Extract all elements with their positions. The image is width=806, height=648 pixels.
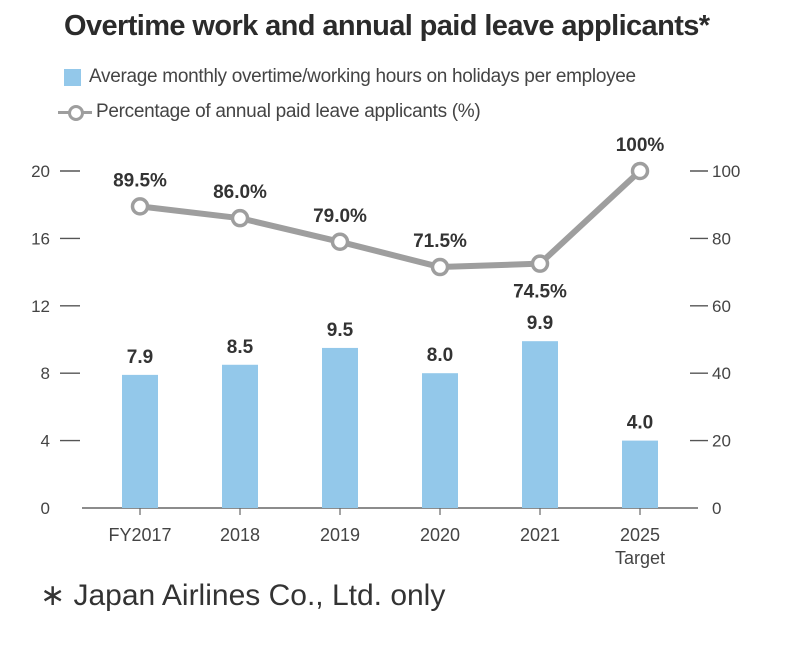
x-tick-label: 2021 (520, 525, 560, 545)
line-data-label: 86.0% (213, 182, 267, 203)
line-data-label: 74.5% (513, 282, 567, 303)
bar-swatch (64, 68, 81, 86)
x-tick-label: 2019 (320, 525, 360, 545)
y-right-tick-label: 40 (712, 364, 731, 383)
y-left-tick-label: 20 (31, 162, 50, 181)
x-tick-label: FY2017 (108, 525, 171, 545)
line-point (230, 208, 250, 228)
y-left-tick-label: 4 (41, 432, 50, 451)
legend-item-leave: Percentage of annual paid leave applican… (58, 99, 481, 125)
line-data-label: 89.5% (113, 170, 167, 191)
bar (522, 341, 558, 508)
legend-label-leave: Percentage of annual paid leave applican… (96, 101, 481, 122)
bar-data-label: 8.5 (227, 337, 254, 358)
bar (222, 364, 258, 508)
line-point (630, 161, 650, 181)
bar (422, 373, 458, 508)
x-tick-label: 2018 (220, 525, 260, 545)
bar (322, 347, 358, 508)
bar-data-label: 4.0 (627, 413, 653, 434)
bar-data-label: 9.5 (327, 320, 354, 341)
bar-data-label: 8.0 (427, 345, 453, 366)
y-left-tick-label: 0 (41, 499, 50, 518)
y-left-tick-label: 16 (31, 229, 50, 248)
line-point (330, 232, 350, 252)
axes-layer: 0 4 8 12 16 20 0 20 40 60 80 100 FY2017 2018 2019 2020 2… (31, 162, 740, 568)
x-tick-label: 2020 (420, 525, 460, 545)
line-data-label: 100% (616, 135, 665, 156)
line-point (530, 254, 550, 273)
line-point (430, 257, 450, 277)
y-right-tick-label: 100 (712, 162, 740, 181)
x-tick-label: 2025 (620, 525, 660, 545)
line-series (139, 168, 643, 271)
line-point (130, 197, 150, 216)
bar-data-label: 9.9 (527, 313, 553, 334)
line-layer (130, 161, 650, 277)
y-left-tick-label: 8 (41, 364, 50, 383)
y-right-tick-label: 0 (712, 499, 721, 518)
legend-item-overtime: Average monthly overtime/working hours o… (64, 64, 636, 90)
bar (122, 374, 158, 508)
labels-layer: 7.9 8.5 9.5 8.0 9.9 4.0 89.5% 86.0% 79.0% 71.5% 74… (113, 135, 664, 434)
bar-data-label: 7.9 (127, 347, 153, 368)
line-marker-icon (58, 104, 92, 121)
footnote: ∗ Japan Airlines Co., Ltd. only (40, 579, 446, 612)
line-data-label: 71.5% (413, 231, 467, 252)
bar (622, 440, 658, 508)
chart-title: Overtime work and annual paid leave appl… (64, 10, 710, 42)
y-left-tick-label: 12 (31, 297, 50, 316)
x-tick-sublabel: Target (615, 548, 665, 568)
combo-chart: 0 4 8 12 16 20 0 20 40 60 80 100 FY2017 2018 2019 2020 2… (31, 135, 740, 568)
y-right-tick-label: 20 (712, 432, 731, 451)
legend-label-overtime: Average monthly overtime/working hours o… (89, 66, 636, 87)
bars-layer (122, 341, 658, 508)
line-data-label: 79.0% (313, 206, 367, 227)
y-right-tick-label: 80 (712, 229, 731, 248)
y-right-tick-label: 60 (712, 297, 731, 316)
